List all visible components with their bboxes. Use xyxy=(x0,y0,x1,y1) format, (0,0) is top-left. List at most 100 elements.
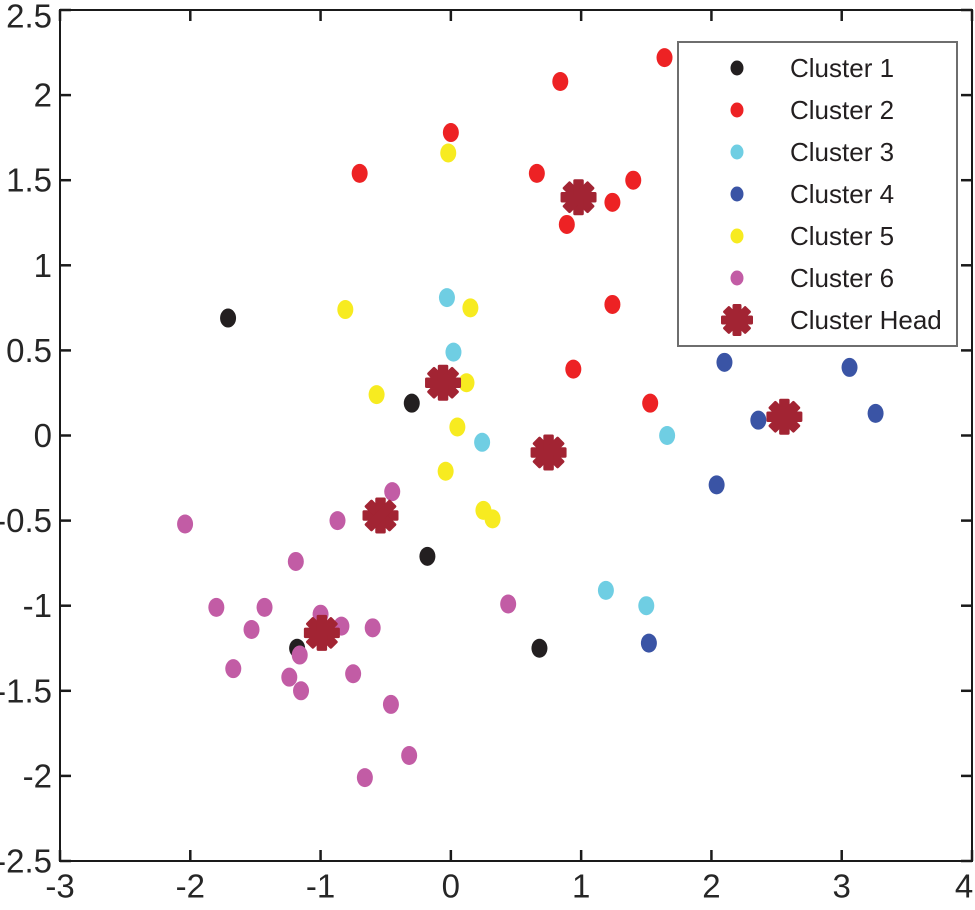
data-point xyxy=(716,352,733,372)
legend-label: Cluster 1 xyxy=(790,53,894,83)
data-point xyxy=(403,393,420,413)
plot-box-border xyxy=(59,9,973,862)
data-point xyxy=(356,768,373,788)
x-axis-tick-labels: -3 -2 -1 0 1 2 3 4 xyxy=(45,868,973,905)
legend-entry-cluster-5: Cluster 5 xyxy=(730,221,894,251)
data-point xyxy=(256,597,273,617)
data-point xyxy=(656,48,673,68)
data-point xyxy=(293,681,310,701)
data-point xyxy=(625,170,642,190)
legend-label: Cluster Head xyxy=(790,305,942,335)
y-tick-label: 0.5 xyxy=(6,332,52,369)
data-point xyxy=(382,694,399,714)
y-tick-label: -2.5 xyxy=(0,843,52,880)
x-tick-label: 0 xyxy=(442,868,460,905)
data-point xyxy=(208,597,225,617)
cluster-head-marker xyxy=(362,497,399,534)
data-point xyxy=(281,667,298,687)
x-tick-label: 1 xyxy=(572,868,590,905)
data-point xyxy=(458,373,475,393)
y-tick-label: -0.5 xyxy=(0,502,52,539)
data-point xyxy=(364,618,381,638)
series-cluster-3 xyxy=(438,288,676,616)
data-point xyxy=(867,403,884,423)
data-point xyxy=(730,102,744,118)
legend-entry-cluster-4: Cluster 4 xyxy=(730,179,894,209)
series-cluster-4 xyxy=(640,352,884,653)
data-point xyxy=(437,461,454,481)
data-point xyxy=(445,342,462,362)
legend-entry-cluster-6: Cluster 6 xyxy=(730,263,894,293)
series-cluster-head xyxy=(303,179,803,651)
cluster-head-marker xyxy=(766,398,803,435)
cluster-head-marker xyxy=(560,179,597,216)
data-point xyxy=(442,123,459,143)
data-point xyxy=(449,417,466,437)
legend-label: Cluster 6 xyxy=(790,263,894,293)
y-tick-label: -1 xyxy=(23,587,52,624)
y-tick-label: 0 xyxy=(34,417,52,454)
data-point xyxy=(528,163,545,183)
data-point xyxy=(243,620,260,640)
y-tick-label: 2 xyxy=(34,77,52,114)
x-tick-label: -3 xyxy=(45,868,74,905)
data-point xyxy=(604,192,621,212)
data-point xyxy=(419,546,436,566)
series-cluster-2 xyxy=(351,48,673,413)
legend-label: Cluster 4 xyxy=(790,179,894,209)
data-point xyxy=(640,633,657,653)
data-point xyxy=(565,359,582,379)
data-point xyxy=(659,426,676,445)
data-point xyxy=(642,393,659,413)
data-point xyxy=(638,596,655,616)
x-tick-label: 3 xyxy=(833,868,851,905)
legend-box xyxy=(677,41,958,347)
cluster-head-marker xyxy=(303,614,340,651)
data-point xyxy=(552,71,569,91)
data-point xyxy=(604,294,621,314)
y-tick-label: 2.5 xyxy=(6,0,52,35)
data-point xyxy=(438,288,455,308)
data-point xyxy=(462,298,479,318)
data-point xyxy=(474,432,491,452)
data-point xyxy=(730,270,744,286)
x-tick-label: 4 xyxy=(955,868,973,905)
cluster-head-marker xyxy=(721,304,753,336)
data-point xyxy=(368,385,385,405)
data-point xyxy=(337,300,354,320)
data-point xyxy=(484,509,501,529)
data-point xyxy=(329,511,346,531)
data-point xyxy=(351,163,368,183)
data-point xyxy=(440,143,457,163)
data-point xyxy=(730,60,744,76)
y-tick-label: -2 xyxy=(23,757,52,794)
data-point xyxy=(384,482,401,502)
data-point xyxy=(730,144,744,160)
data-point xyxy=(225,659,242,679)
data-point xyxy=(287,551,304,571)
legend-label: Cluster 3 xyxy=(790,137,894,167)
legend-label: Cluster 2 xyxy=(790,95,894,125)
legend: Cluster 1 Cluster 2 Cluster 3 Cluster 4 Clus… xyxy=(677,41,958,347)
y-tick-label: 1 xyxy=(34,247,52,284)
cluster-head-marker xyxy=(530,434,567,471)
data-point xyxy=(558,214,575,234)
y-tick-label: 1.5 xyxy=(6,162,52,199)
data-point xyxy=(531,638,548,658)
series-cluster-5 xyxy=(337,143,501,529)
data-point xyxy=(841,357,858,377)
x-tick-label: -1 xyxy=(306,868,335,905)
legend-entry-cluster-head: Cluster Head xyxy=(721,304,942,336)
data-point xyxy=(597,580,614,600)
axis-ticks xyxy=(58,8,974,863)
legend-entry-cluster-3: Cluster 3 xyxy=(730,137,894,167)
cluster-head-marker xyxy=(425,364,462,401)
data-point xyxy=(220,308,237,328)
data-point xyxy=(401,745,418,765)
data-point xyxy=(750,410,767,430)
data-point xyxy=(708,475,725,495)
data-point xyxy=(730,228,744,244)
series-cluster-6 xyxy=(177,482,517,788)
